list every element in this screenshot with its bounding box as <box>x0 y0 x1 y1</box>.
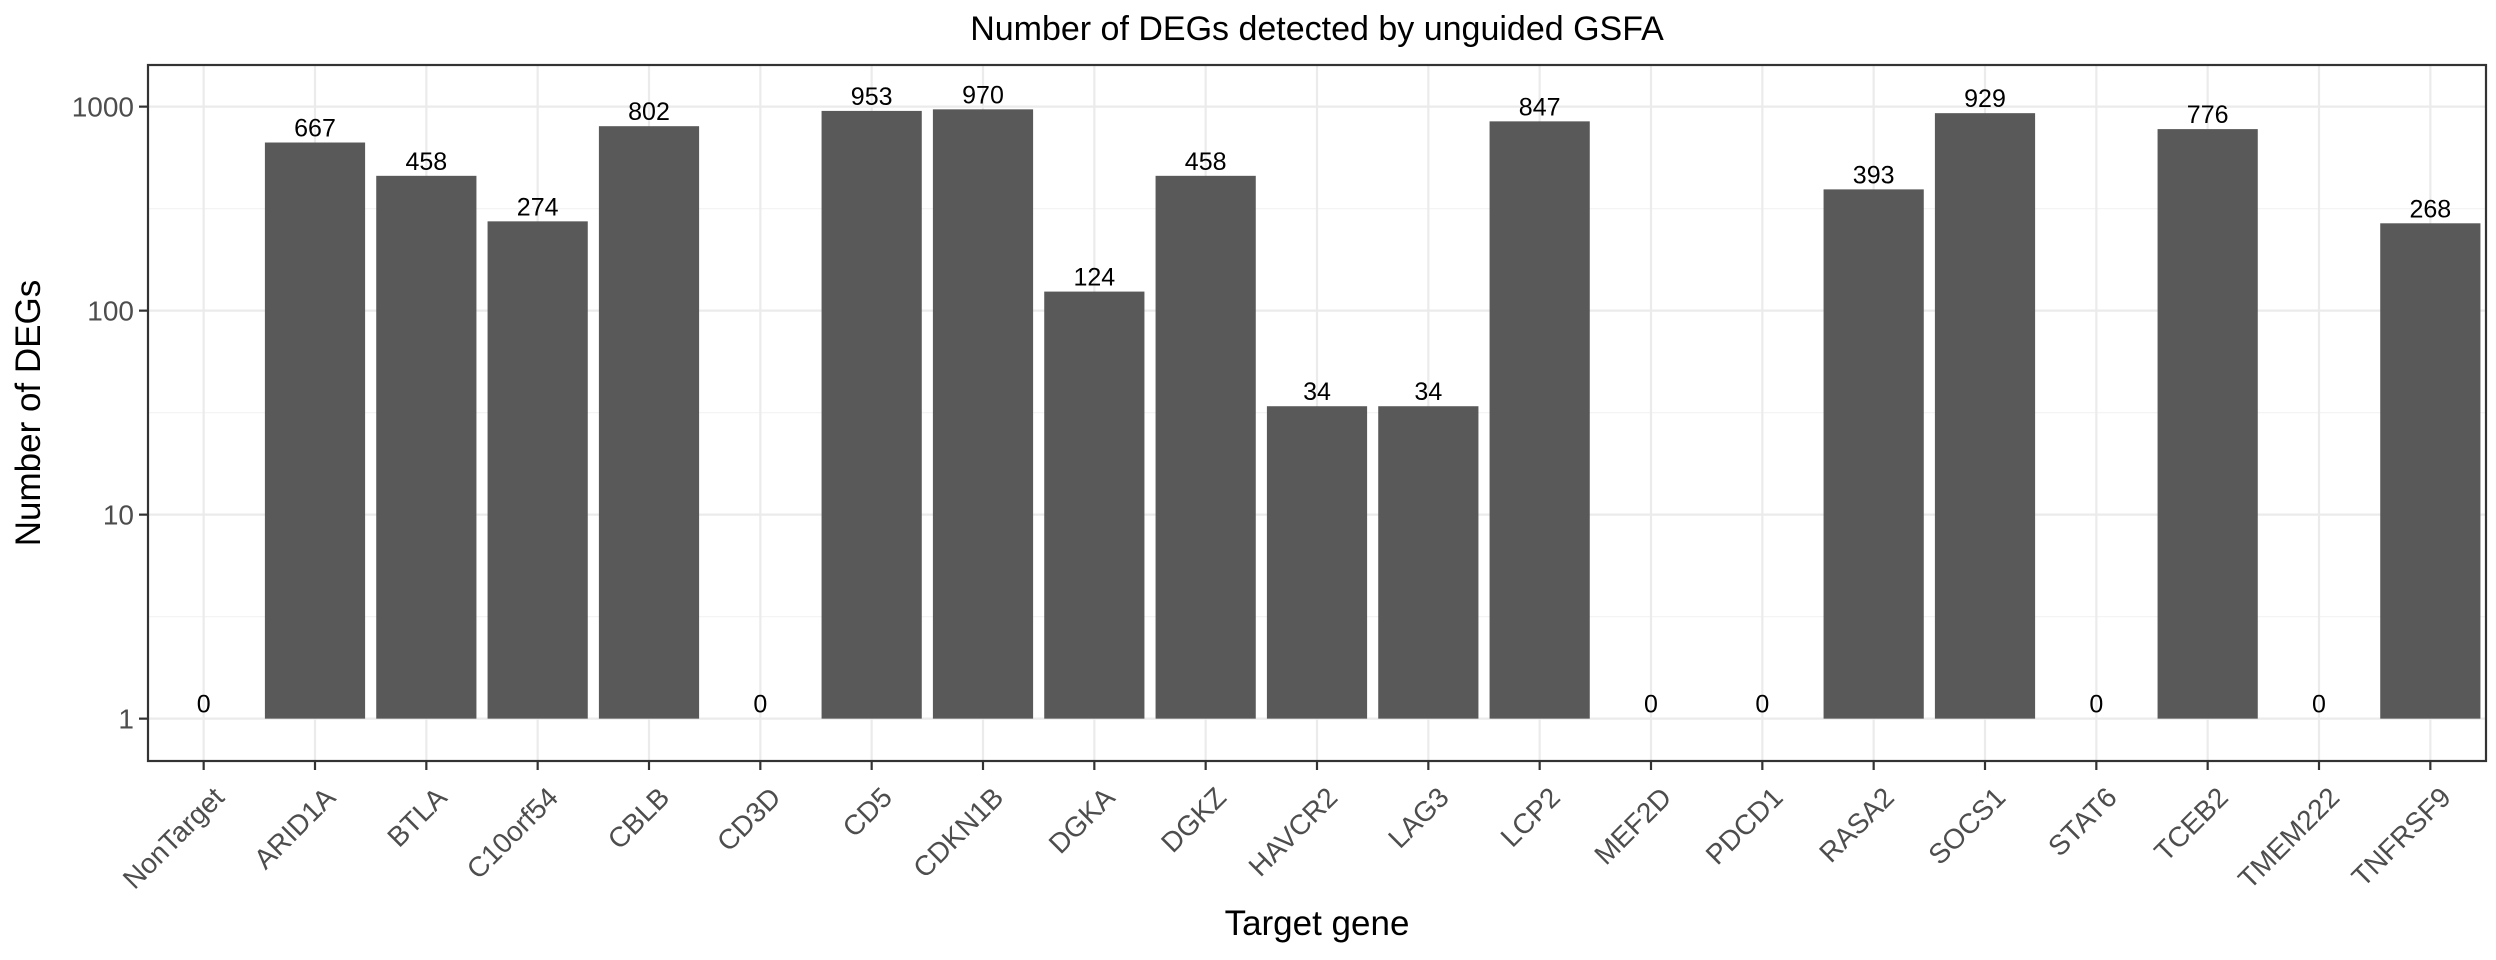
data-label-tnfrsf9: 268 <box>2409 195 2451 223</box>
data-label-cdkn1b: 970 <box>962 81 1004 109</box>
y-tick-label: 1 <box>118 704 134 735</box>
bar-cd5 <box>821 110 922 719</box>
data-label-btla: 458 <box>405 148 447 176</box>
data-label-cblb: 802 <box>628 98 670 126</box>
data-label-cd3d: 0 <box>753 691 767 719</box>
data-label-dgka: 124 <box>1073 264 1115 292</box>
bar-cblb <box>598 126 700 719</box>
chart-title: Number of DEGs detected by unguided GSFA <box>970 10 1664 48</box>
data-label-lcp2: 847 <box>1519 93 1561 121</box>
x-axis-title: Target gene <box>1225 904 1410 943</box>
data-labels: 0 667 458 274 802 0 953 970 124 458 34 34 847 0 0 393 92… <box>197 81 2451 718</box>
data-label-tmem222: 0 <box>2312 691 2326 719</box>
y-axis-title: Number of DEGs <box>9 280 48 546</box>
bar-rasa2 <box>1823 189 1924 719</box>
data-label-c10orf54: 274 <box>517 193 559 221</box>
y-tick-label: 10 <box>103 500 134 531</box>
data-label-socs1: 929 <box>1964 85 2006 113</box>
bar-arid1a <box>264 142 366 719</box>
data-label-pdcd1: 0 <box>1755 691 1769 719</box>
data-label-dgkz: 458 <box>1185 148 1227 176</box>
data-label-havcr2: 34 <box>1303 378 1331 406</box>
data-label-stat6: 0 <box>2089 691 2103 719</box>
data-label-mef2d: 0 <box>1644 691 1658 719</box>
bar-c10orf54 <box>487 221 588 719</box>
data-label-rasa2: 393 <box>1853 161 1895 189</box>
y-tick-label: 1000 <box>72 92 134 123</box>
bars <box>264 109 2481 719</box>
data-label-arid1a: 667 <box>294 115 336 143</box>
bar-havcr2 <box>1266 406 1368 719</box>
data-label-cd5: 953 <box>851 83 893 111</box>
bar-dgka <box>1044 291 1145 719</box>
bar-tnfrsf9 <box>2380 223 2481 719</box>
data-label-tceb2: 776 <box>2187 101 2229 129</box>
y-axis: 1 10 100 1000 <box>72 92 148 735</box>
data-label-lag3: 34 <box>1414 378 1442 406</box>
bar-lag3 <box>1378 406 1479 719</box>
bar-socs1 <box>1934 113 2036 719</box>
bar-dgkz <box>1155 175 1256 719</box>
y-tick-label: 100 <box>87 296 134 327</box>
bar-tceb2 <box>2157 129 2258 719</box>
bar-btla <box>376 175 477 719</box>
bar-cdkn1b <box>932 109 1034 719</box>
bar-lcp2 <box>1489 121 1590 719</box>
data-label-nontarget: 0 <box>197 691 211 719</box>
